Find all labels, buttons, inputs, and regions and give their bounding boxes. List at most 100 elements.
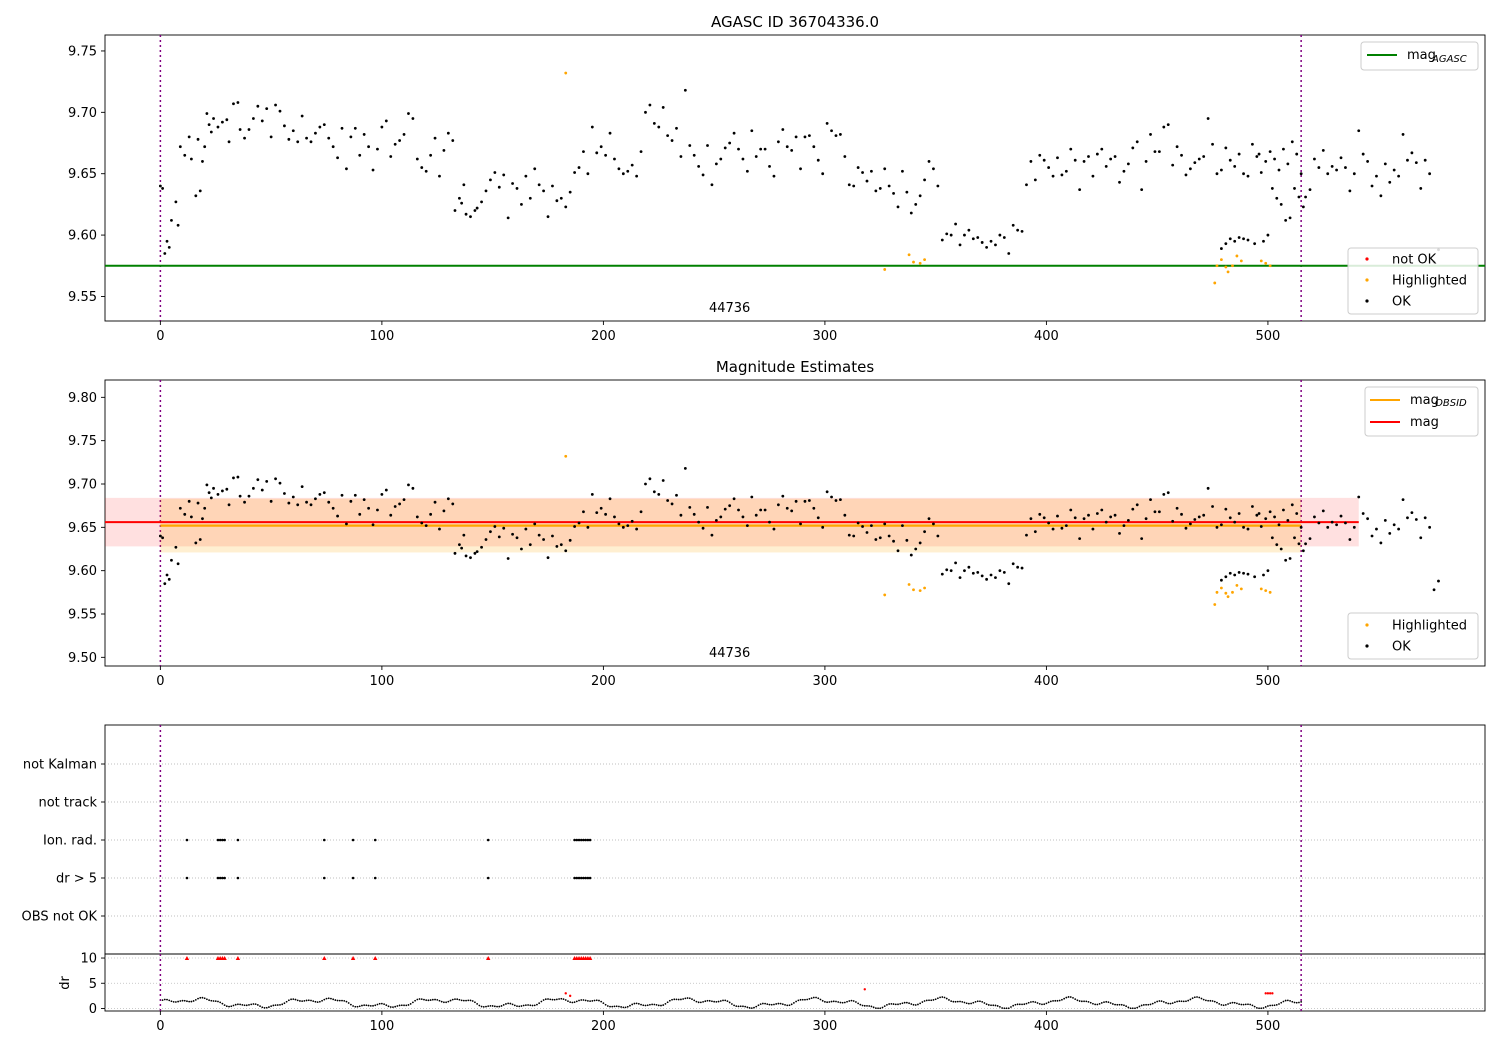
ok-point [1051, 527, 1055, 531]
ok-point [451, 139, 455, 142]
ok-point [954, 561, 957, 565]
dr-point [1023, 1003, 1026, 1006]
dr-point [303, 999, 306, 1002]
dr-point [467, 999, 470, 1002]
ok-point [1279, 547, 1283, 551]
ok-point [1335, 523, 1338, 527]
dr-point [810, 997, 813, 1000]
highlighted-point [564, 454, 568, 458]
ok-point [599, 145, 603, 149]
dr-point [436, 999, 439, 1001]
ok-point [870, 524, 873, 527]
ok-point [1166, 491, 1170, 495]
ok-point [892, 191, 895, 195]
dr-point [635, 1002, 638, 1005]
dr-point [917, 1003, 919, 1006]
ok-point [1171, 163, 1175, 167]
ok-point [799, 167, 802, 171]
dr-point [1280, 1001, 1283, 1004]
ok-point [834, 134, 838, 138]
dr-point [666, 1001, 669, 1004]
highlighted-point [1231, 590, 1234, 594]
ok-point [376, 147, 379, 151]
ok-point [1379, 194, 1383, 198]
legend-frame [1360, 41, 1479, 71]
ok-point [790, 509, 794, 513]
dr-point [1021, 1003, 1023, 1006]
ok-point [679, 513, 683, 517]
ok-point [446, 131, 450, 135]
dr-point [598, 999, 600, 1002]
dr-point [170, 1000, 173, 1003]
ok-point [595, 151, 599, 155]
ok-point [613, 157, 616, 161]
dr-point [522, 1004, 525, 1007]
ok-point [1180, 512, 1183, 516]
legend-frame [1347, 612, 1479, 660]
ok-point [1304, 542, 1307, 546]
highlighted-point [918, 261, 922, 265]
dr-point [166, 998, 168, 1001]
dr-point [722, 999, 724, 1002]
dr-point [905, 1001, 908, 1004]
dr-point [1154, 1001, 1156, 1004]
ok-point [384, 119, 388, 123]
ok-point [442, 148, 446, 152]
dr-point [378, 1002, 381, 1005]
dr-point [691, 998, 693, 1001]
dr-point [657, 1004, 660, 1007]
ok-point [1428, 525, 1432, 529]
dr-point [245, 1004, 248, 1007]
dr-point [261, 1006, 264, 1009]
ok-point [1290, 503, 1294, 507]
ok-point [1087, 513, 1090, 517]
ok-point [834, 499, 838, 502]
dr-point [706, 999, 709, 1002]
ok-point [1113, 155, 1117, 158]
dr-point [735, 1005, 738, 1008]
ok-point [453, 551, 457, 555]
ok-point [433, 500, 437, 504]
dr-point [542, 999, 545, 1001]
dr-point [996, 1005, 999, 1007]
ok-point [932, 167, 935, 171]
highlighted-point [1213, 603, 1217, 606]
ok-point [1056, 156, 1059, 160]
ok-point [1002, 571, 1006, 574]
dr-point [826, 1001, 829, 1004]
ok-point [1361, 152, 1365, 156]
ok-point [1206, 117, 1210, 120]
ok-point [1264, 160, 1268, 163]
dr-point [861, 1004, 864, 1007]
dr-point [1289, 1000, 1291, 1002]
highlighted-point [564, 71, 568, 75]
ok-point [1118, 180, 1121, 184]
highlighted-point [1226, 270, 1230, 274]
ok-point [621, 525, 625, 529]
ok-point [626, 169, 630, 173]
dr-point [637, 1002, 640, 1005]
dr-point [801, 998, 804, 1001]
ok-point [1321, 509, 1325, 513]
dr-point [263, 1006, 266, 1009]
ok-point [816, 516, 820, 520]
dr-point [1036, 1002, 1039, 1004]
ok-point [901, 169, 904, 173]
ok-point [555, 199, 559, 203]
x-tick-label: 400 [1034, 1019, 1059, 1034]
ok-point [196, 501, 200, 505]
dr-point [533, 1004, 536, 1007]
dr-point [478, 1004, 481, 1007]
ok-point [367, 506, 370, 510]
ok-point [577, 166, 581, 169]
ok-point [896, 549, 900, 553]
obsid-label: 44736 [709, 646, 750, 661]
ok-point [247, 494, 251, 498]
ok-point [564, 549, 568, 553]
ok-point [238, 128, 242, 131]
ok-point [1257, 512, 1261, 515]
ok-point [462, 183, 466, 187]
ok-point [878, 187, 882, 190]
ok-point [1297, 542, 1301, 546]
dr-point [1109, 1002, 1112, 1004]
